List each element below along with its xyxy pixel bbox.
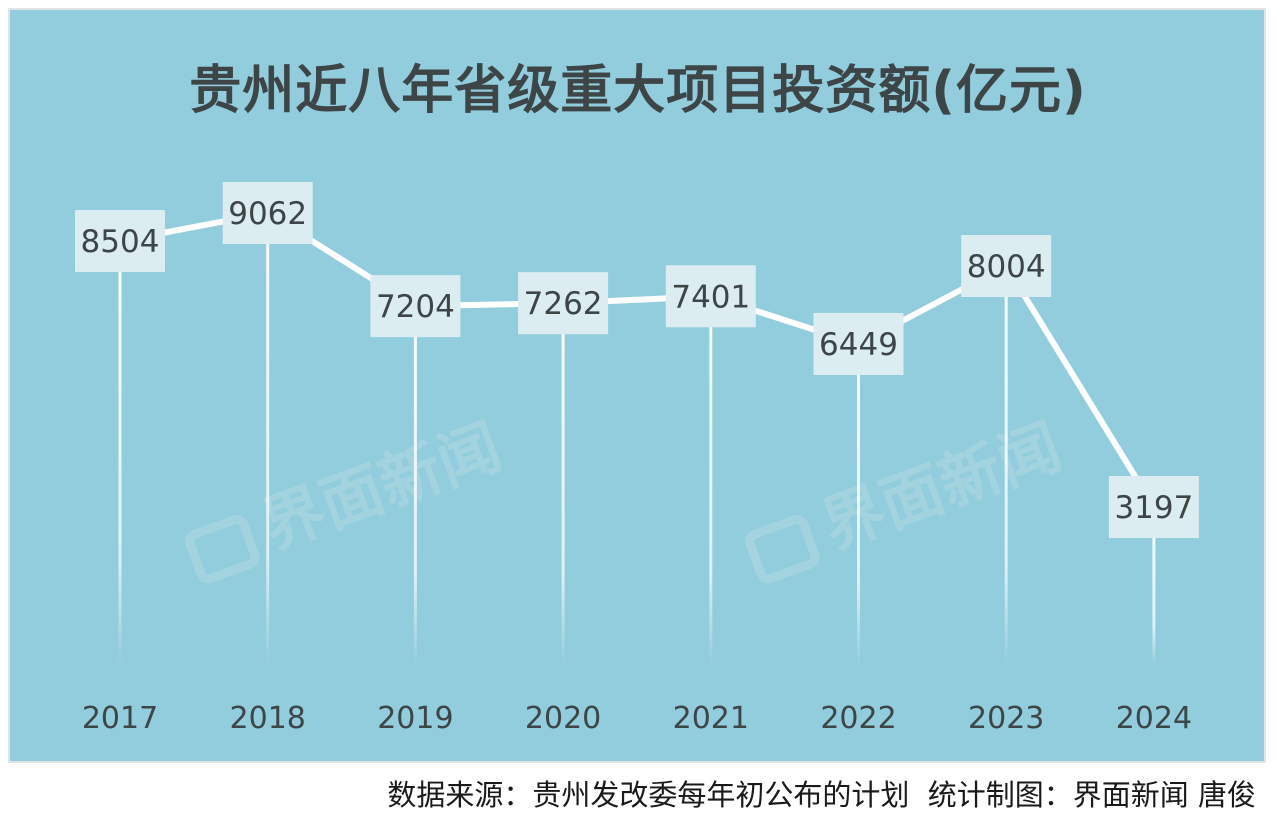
data-label-box: [222, 182, 313, 244]
chart-panel: 界面新闻 界面新闻: [8, 8, 1266, 763]
x-tick-label: 2020: [525, 701, 601, 736]
data-label-box: [813, 312, 904, 375]
stem-line-2019: [413, 306, 417, 665]
x-tick-label: 2017: [82, 701, 158, 736]
stem-line-2023: [1004, 266, 1008, 665]
data-label: 9062: [228, 196, 307, 232]
footer: 数据来源：贵州发改委每年初公布的计划 统计制图：界面新闻 唐俊: [387, 772, 1256, 814]
chart-title: 贵州近八年省级重大项目投资额(亿元): [189, 61, 1087, 121]
data-point-2017: 8504: [75, 209, 165, 272]
stem-line-2024: [1152, 507, 1156, 665]
stem-line-2018: [266, 213, 270, 665]
data-label-box: [518, 272, 609, 335]
data-label-box: [370, 275, 461, 338]
source-text: 数据来源：贵州发改委每年初公布的计划: [387, 778, 910, 812]
stem-line-2021: [709, 296, 713, 665]
x-tick-label: 2018: [230, 701, 306, 736]
data-label-box: [665, 265, 756, 328]
x-tick-label: 2024: [1116, 701, 1192, 736]
data-point-2024: 3197: [1108, 476, 1199, 538]
data-point-2019: 7204: [370, 275, 461, 338]
data-label: 7204: [376, 289, 455, 325]
data-label-box: [1108, 476, 1199, 538]
stem-line-2017: [118, 240, 122, 665]
x-tick-label: 2022: [820, 701, 896, 736]
data-point-2020: 7262: [518, 272, 609, 335]
data-label-box: [75, 209, 165, 272]
data-point-2018: 9062: [222, 182, 313, 244]
x-tick-label: 2019: [377, 701, 453, 736]
data-label: 7401: [671, 279, 750, 315]
x-tick-label: 2021: [673, 701, 749, 736]
data-label: 7262: [524, 286, 603, 322]
data-point-2022: 6449: [813, 312, 904, 375]
data-label: 8504: [81, 224, 160, 260]
stem-line-2022: [857, 343, 860, 665]
data-label-box: [961, 235, 1052, 298]
stem-line-2020: [561, 303, 565, 665]
data-point-2023: 8004: [961, 235, 1052, 298]
data-label: 8004: [967, 249, 1046, 285]
x-tick-label: 2023: [968, 701, 1044, 736]
credit-text: 统计制图：界面新闻 唐俊: [927, 778, 1256, 812]
data-point-2021: 7401: [665, 265, 756, 328]
data-label: 3197: [1114, 490, 1193, 526]
data-label: 6449: [819, 327, 898, 363]
